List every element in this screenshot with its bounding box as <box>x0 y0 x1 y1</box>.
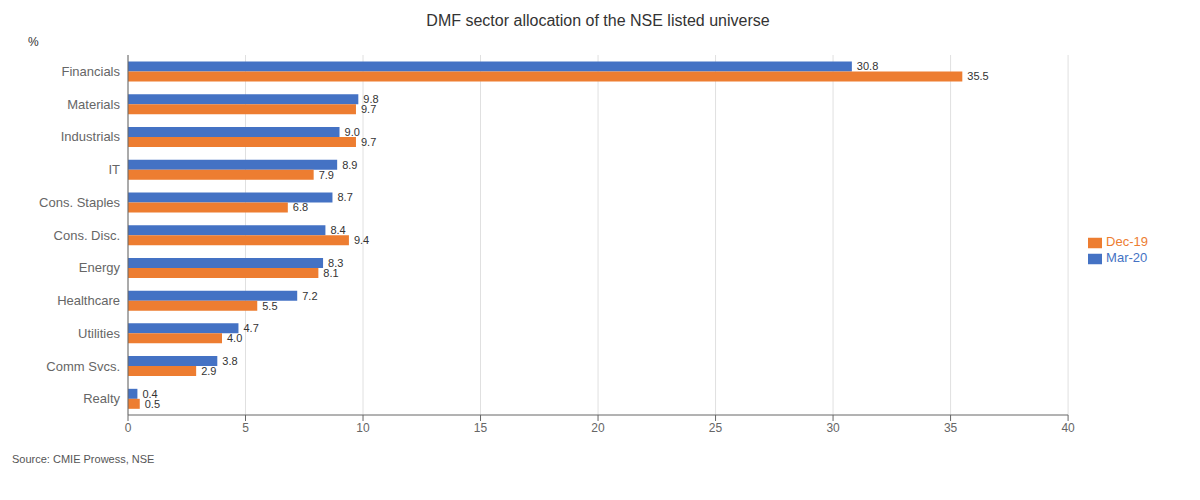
svg-text:8.3: 8.3 <box>328 256 344 269</box>
svg-text:Comm Svcs.: Comm Svcs. <box>46 359 120 374</box>
svg-text:8.9: 8.9 <box>342 159 357 171</box>
svg-text:35.5: 35.5 <box>967 70 988 82</box>
svg-text:7.9: 7.9 <box>319 169 334 181</box>
svg-text:9.4: 9.4 <box>354 234 369 246</box>
svg-text:Materials: Materials <box>67 97 120 112</box>
svg-text:0.5: 0.5 <box>145 398 160 410</box>
svg-text:Cons. Staples: Cons. Staples <box>39 195 120 210</box>
svg-text:15: 15 <box>474 421 488 435</box>
svg-text:9.7: 9.7 <box>361 136 376 148</box>
svg-text:5.5: 5.5 <box>262 300 277 312</box>
svg-text:Healthcare: Healthcare <box>57 293 120 308</box>
svg-text:10: 10 <box>356 421 370 435</box>
svg-text:Utilities: Utilities <box>78 326 120 341</box>
html-text:Mar-20: Mar-20 <box>1106 250 1148 265</box>
svg-text:8.7: 8.7 <box>337 191 352 203</box>
svg-text:2.9: 2.9 <box>201 365 216 377</box>
svg-text:20: 20 <box>591 421 605 435</box>
svg-text:30.8: 30.8 <box>857 60 878 72</box>
svg-text:25: 25 <box>709 421 723 435</box>
svg-text:Realty: Realty <box>83 391 120 406</box>
html-text:DMF sector allocation of the N: DMF sector allocation of the NSE listed … <box>426 12 770 29</box>
svg-text:Industrials: Industrials <box>61 129 121 144</box>
svg-text:Financials: Financials <box>61 64 120 79</box>
svg-text:0.4: 0.4 <box>142 387 158 400</box>
svg-text:8.4: 8.4 <box>330 224 345 236</box>
html-text:Source: CMIE Prowess, NSE: Source: CMIE Prowess, NSE <box>12 453 155 465</box>
svg-text:9.8: 9.8 <box>363 93 379 106</box>
svg-text:3.8: 3.8 <box>222 355 237 367</box>
svg-text:6.8: 6.8 <box>293 201 308 213</box>
svg-text:Cons. Disc.: Cons. Disc. <box>54 228 120 243</box>
svg-text:4.0: 4.0 <box>227 332 242 344</box>
svg-text:IT: IT <box>108 162 120 177</box>
svg-text:30: 30 <box>826 421 840 435</box>
svg-text:40: 40 <box>1061 421 1075 435</box>
svg-text:7.2: 7.2 <box>302 290 317 302</box>
svg-text:9.7: 9.7 <box>361 103 376 115</box>
svg-text:Energy: Energy <box>79 260 121 275</box>
svg-text:9.0: 9.0 <box>345 126 360 138</box>
svg-text:8.1: 8.1 <box>323 267 338 279</box>
html-text:Dec-19: Dec-19 <box>1106 234 1148 250</box>
svg-text:4.7: 4.7 <box>243 322 258 334</box>
svg-text:35: 35 <box>944 421 958 435</box>
svg-text:0: 0 <box>125 421 132 435</box>
svg-text:5: 5 <box>242 421 249 435</box>
